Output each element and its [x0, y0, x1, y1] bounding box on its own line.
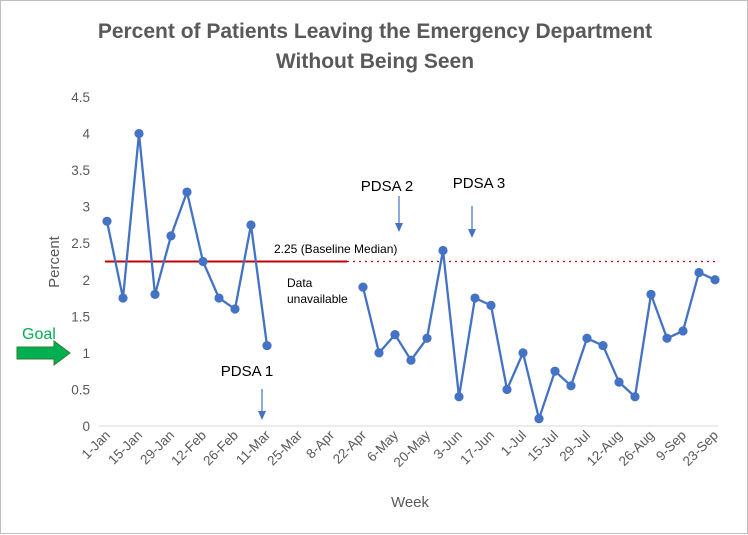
data-point — [710, 275, 720, 285]
data-point — [470, 293, 480, 303]
pdsa-1-label: PDSA 1 — [221, 363, 274, 380]
pdsa-2-label: PDSA 2 — [361, 178, 414, 195]
x-tick-label: 15-Jul — [525, 428, 562, 465]
data-point — [454, 392, 464, 402]
pdsa-3-label: PDSA 3 — [453, 175, 506, 192]
data-point — [198, 256, 208, 267]
y-axis-title: Percent — [46, 235, 63, 288]
data-point — [406, 355, 416, 365]
baseline-label: 2.25 (Baseline Median) — [274, 242, 397, 256]
data-point — [438, 245, 448, 256]
goal-label: Goal — [22, 326, 56, 343]
data-point — [262, 340, 272, 351]
pdsa-3-annotation: PDSA 3 — [453, 175, 506, 238]
data-point — [694, 267, 704, 278]
gap-label-line2: unavailable — [287, 292, 348, 306]
y-tick-label: 0.5 — [71, 382, 90, 397]
data-point — [246, 220, 256, 230]
x-tick-label: 17-Jun — [457, 428, 497, 468]
y-tick-label: 2.5 — [71, 236, 90, 251]
y-tick-label: 3.5 — [71, 163, 90, 178]
data-point — [166, 231, 176, 241]
gap-label-line1: Data — [287, 276, 313, 290]
series-percent — [102, 128, 720, 424]
data-point — [422, 333, 432, 343]
data-point — [678, 326, 688, 336]
series-line-segment-2 — [361, 249, 716, 420]
data-point — [214, 293, 224, 303]
data-point — [614, 377, 624, 387]
data-point — [150, 289, 160, 299]
data-point — [582, 333, 592, 343]
x-axis: 1-Jan15-Jan29-Jan12-Feb26-Feb11-Mar25-Ma… — [79, 427, 721, 470]
data-point — [646, 289, 656, 299]
x-tick-label: 26-Aug — [616, 428, 657, 469]
data-point — [102, 216, 112, 226]
x-tick-label: 25-Mar — [264, 427, 305, 468]
x-tick-label: 12-Feb — [168, 428, 209, 469]
chart-title-line1: Percent of Patients Leaving the Emergenc… — [98, 20, 652, 43]
data-point — [534, 414, 544, 424]
data-point — [230, 304, 240, 314]
data-point — [630, 392, 640, 402]
data-point — [486, 300, 496, 310]
y-axis: 0 0.5 1 1.5 2 2.5 3 3.5 4 4.5 — [71, 90, 90, 434]
goal-arrow-icon — [16, 340, 71, 366]
data-point — [358, 282, 368, 292]
y-tick-label: 0 — [82, 419, 90, 434]
x-tick-label: 22-Apr — [330, 427, 370, 467]
y-tick-label: 2 — [82, 273, 90, 288]
data-point — [502, 384, 512, 395]
pdsa-1-arrow-icon — [258, 411, 266, 420]
x-tick-label: 23-Sep — [680, 428, 721, 469]
chart-title-line2: Without Being Seen — [276, 50, 474, 73]
x-tick-label: 26-Feb — [200, 428, 241, 469]
data-point — [550, 366, 560, 376]
y-tick-label: 4 — [82, 127, 90, 142]
data-point — [566, 381, 576, 391]
data-point — [662, 333, 672, 343]
pdsa-2-annotation: PDSA 2 — [361, 178, 414, 232]
x-axis-title: Week — [391, 494, 430, 511]
data-point — [390, 330, 400, 340]
series-line-segment-1 — [105, 132, 269, 346]
pdsa-1-annotation: PDSA 1 — [221, 363, 274, 420]
data-point — [374, 348, 384, 358]
data-point — [598, 340, 608, 351]
x-tick-label: 15-Jan — [105, 428, 145, 468]
pdsa-2-arrow-icon — [395, 223, 403, 232]
goal-annotation: Goal — [16, 326, 71, 366]
data-point — [182, 187, 192, 197]
data-point — [118, 293, 128, 303]
y-tick-label: 4.5 — [71, 90, 90, 105]
y-tick-label: 1 — [82, 346, 90, 361]
data-point — [518, 348, 528, 358]
data-point — [134, 128, 144, 139]
x-tick-label: 20-May — [391, 427, 434, 470]
y-tick-label: 1.5 — [71, 309, 90, 324]
pdsa-3-arrow-icon — [468, 229, 476, 238]
y-tick-label: 3 — [82, 200, 90, 215]
